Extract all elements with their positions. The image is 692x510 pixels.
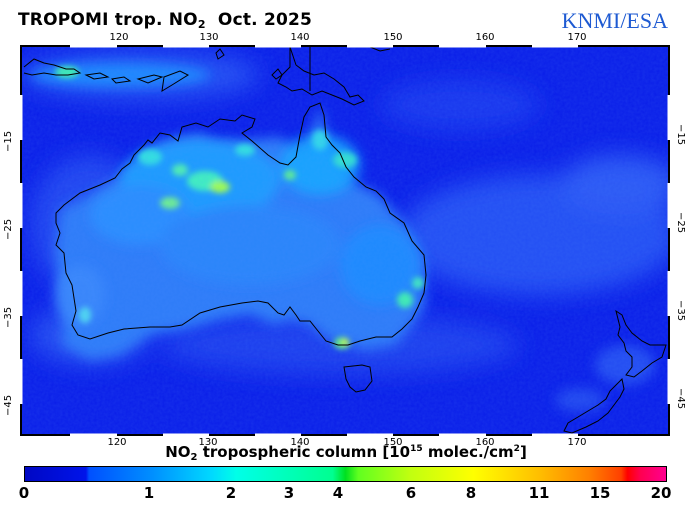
lon-tick-top: 170	[567, 32, 587, 43]
lon-tick-bottom: 130	[198, 437, 218, 448]
lon-tick-bottom: 160	[475, 437, 495, 448]
credit-label: KNMI/ESA	[561, 8, 668, 33]
lon-tick-top: 130	[199, 32, 219, 43]
colorbar-tick: 2	[225, 484, 237, 502]
lat-tick-right: −35	[675, 300, 686, 322]
colorbar-tick: 3	[283, 484, 295, 502]
lon-tick-bottom: 140	[290, 437, 310, 448]
lat-tick-left: −45	[3, 394, 14, 416]
colorbar-tick: 15	[589, 484, 611, 502]
lat-tick-left: −25	[3, 218, 14, 240]
colorbar-label: NO2 tropospheric column [1015 molec./cm2…	[165, 443, 527, 463]
lat-tick-right: −45	[675, 388, 686, 410]
colorbar-tick: 20	[650, 484, 672, 502]
lon-tick-bottom: 150	[383, 437, 403, 448]
lat-tick-right: −25	[675, 212, 686, 234]
lon-tick-top: 160	[475, 32, 495, 43]
lon-tick-top: 120	[109, 32, 129, 43]
lat-tick-right: −15	[675, 124, 686, 146]
colorbar-tick: 11	[528, 484, 550, 502]
colorbar	[24, 466, 667, 482]
colorbar-tick: 8	[465, 484, 477, 502]
colorbar-tick: 0	[18, 484, 30, 502]
lat-tick-left: −15	[3, 130, 14, 152]
colorbar-tick: 6	[405, 484, 417, 502]
colorbar-tick: 4	[332, 484, 344, 502]
no2-map	[20, 45, 670, 436]
lat-tick-left: −35	[3, 306, 14, 328]
colorbar-tick: 1	[143, 484, 155, 502]
map-title: TROPOMI trop. NO2 Oct. 2025	[18, 10, 313, 31]
lon-tick-top: 140	[290, 32, 310, 43]
lon-tick-bottom: 120	[107, 437, 127, 448]
lon-tick-top: 150	[383, 32, 403, 43]
lon-tick-bottom: 170	[567, 437, 587, 448]
